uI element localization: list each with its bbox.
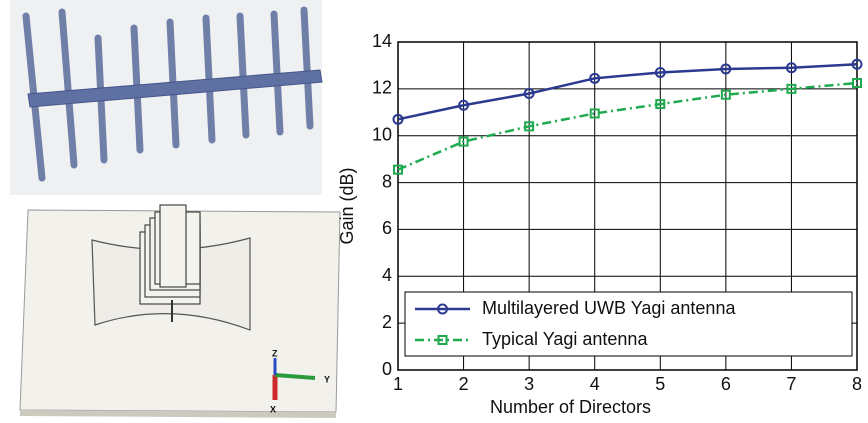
axis-label: Y: [324, 374, 330, 384]
yagi-render: [10, 0, 322, 195]
y-tick-label: 14: [372, 31, 392, 51]
legend-label: Multilayered UWB Yagi antenna: [482, 298, 736, 318]
y-tick-label: 6: [382, 218, 392, 238]
board-render: Z Y X: [20, 205, 340, 418]
axis-label: X: [270, 404, 276, 414]
x-tick-label: 5: [655, 374, 665, 394]
y-tick-label: 8: [382, 171, 392, 191]
y-tick-label: 2: [382, 312, 392, 332]
x-tick-label: 7: [786, 374, 796, 394]
y-tick-label: 4: [382, 265, 392, 285]
y-tick-label: 12: [372, 78, 392, 98]
y-tick-label: 0: [382, 359, 392, 379]
x-tick-label: 8: [852, 374, 862, 394]
x-tick-label: 1: [393, 374, 403, 394]
x-tick-label: 6: [721, 374, 731, 394]
y-tick-label: 10: [372, 124, 392, 144]
x-axis-label: Number of Directors: [490, 397, 651, 417]
x-tick-label: 2: [459, 374, 469, 394]
x-tick-label: 3: [524, 374, 534, 394]
y-axis-label: Gain (dB): [337, 167, 357, 244]
legend-label: Typical Yagi antenna: [482, 329, 648, 349]
figure: Z Y X Number of Directors Gain (dB) 0 2 4 6…: [0, 0, 868, 423]
x-tick-label: 4: [590, 374, 600, 394]
axis-label: Z: [272, 348, 278, 358]
